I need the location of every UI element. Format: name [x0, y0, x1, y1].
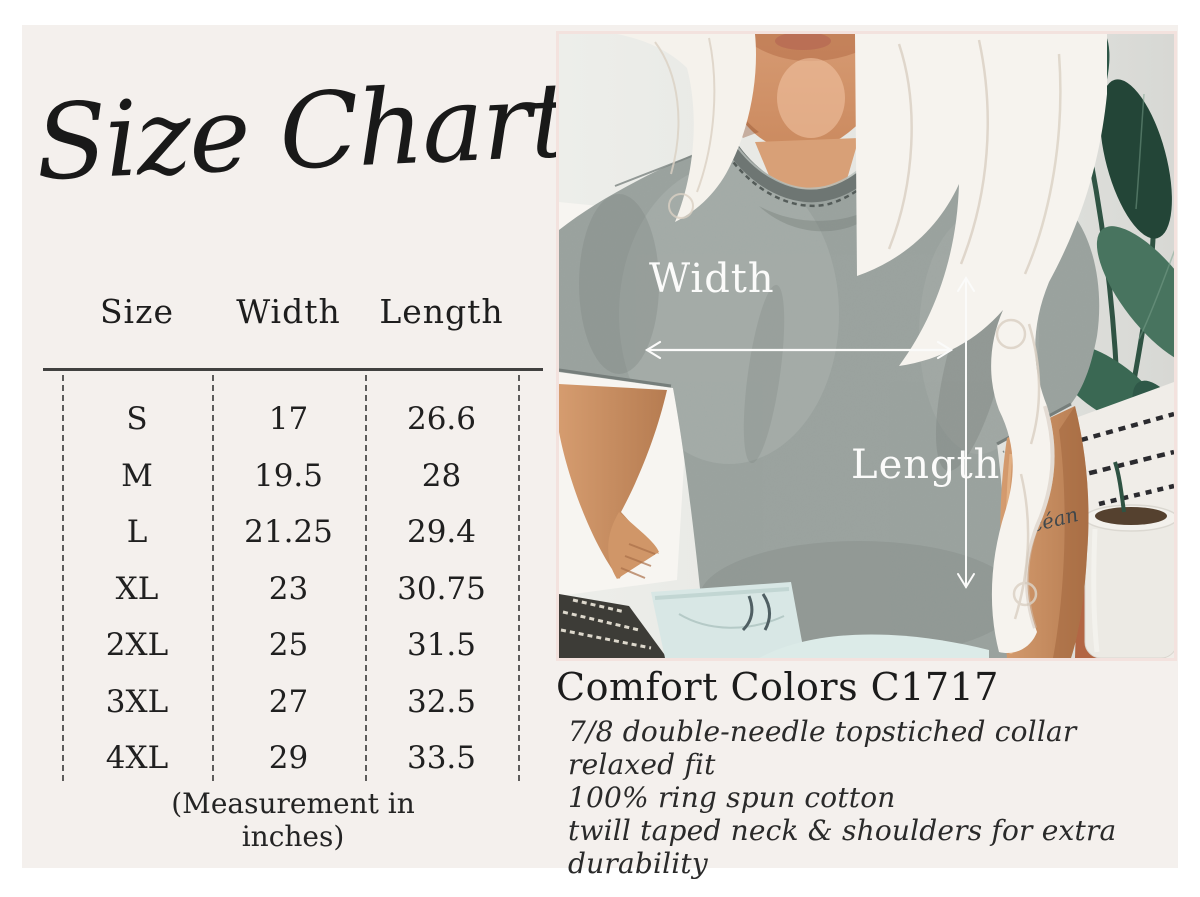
width-annotation: Width	[649, 256, 775, 302]
table-cell: L	[126, 514, 148, 550]
table-row: M 19.5 28	[43, 448, 543, 505]
table-row: 2XL 25 31.5	[43, 617, 543, 674]
table-divider	[62, 375, 64, 781]
table-cell: 2XL	[105, 627, 169, 663]
light-jeans	[651, 582, 989, 658]
table-row: 4XL 29 33.5	[43, 730, 543, 787]
length-annotation: Length	[851, 442, 1000, 488]
table-divider	[365, 375, 367, 781]
column-header-size: Size	[99, 292, 175, 331]
model-photo: Océan	[556, 31, 1177, 661]
table-cell: 17	[268, 401, 309, 437]
table-cell: 26.6	[406, 401, 477, 437]
feature-item: twill taped neck & shoulders for extra d…	[568, 814, 1117, 880]
feature-item: 7/8 double-needle topstiched collar	[568, 715, 1077, 748]
table-cell: 23	[268, 570, 309, 607]
model-hair	[617, 34, 1107, 654]
page-title: Size Chart	[33, 58, 572, 204]
table-header-rule	[43, 368, 543, 371]
table-cell: 27	[268, 683, 309, 720]
table-cell: XL	[115, 570, 159, 607]
photo-illustration: Océan	[559, 34, 1174, 658]
table-row: XL 23 30.75	[43, 561, 543, 618]
card-background: Size Chart Size Width Length S 17 26.6 M 19.…	[22, 25, 1178, 880]
feature-item: 100% ring spun cotton	[568, 781, 896, 814]
size-table-body: S 17 26.6 M 19.5 28 L 21.25 29.4 XL 23 30.75 2XL 25 31…	[43, 391, 543, 787]
table-cell: S	[126, 401, 148, 437]
table-cell: 29.4	[406, 514, 477, 550]
model-right-arm	[559, 384, 667, 579]
table-header: Size Width Length	[43, 283, 543, 341]
product-name: Comfort Colors C1717	[556, 665, 999, 709]
table-cell: 31.5	[406, 627, 477, 663]
product-info: Comfort Colors C1717 7/8 double-needle t…	[556, 665, 1166, 880]
table-cell: 28	[421, 457, 462, 494]
feature-list: 7/8 double-needle topstiched collar relax…	[556, 715, 1166, 880]
table-cell: 29	[268, 740, 309, 776]
table-cell: 19.5	[253, 457, 324, 494]
table-row: S 17 26.6	[43, 391, 543, 448]
column-header-width: Width	[236, 292, 341, 331]
width-arrow	[644, 340, 954, 360]
column-header-length: Length	[379, 292, 504, 331]
table-divider	[518, 375, 520, 781]
table-cell: 3XL	[105, 683, 169, 720]
table-cell: 32.5	[406, 683, 477, 720]
table-cell: 4XL	[105, 740, 169, 776]
measurement-note: (Measurement in inches)	[171, 787, 415, 853]
table-cell: 21.25	[244, 514, 333, 550]
dark-woven-fabric	[559, 594, 667, 658]
table-cell: 30.75	[397, 570, 486, 607]
table-row: 3XL 27 32.5	[43, 674, 543, 731]
table-cell: 33.5	[406, 740, 477, 776]
table-row: L 21.25 29.4	[43, 504, 543, 561]
table-cell: M	[121, 457, 153, 494]
length-arrow	[957, 276, 975, 589]
table-divider	[212, 375, 214, 781]
feature-item: relaxed fit	[568, 748, 716, 781]
table-cell: 25	[268, 627, 309, 663]
size-table: Size Width Length S 17 26.6 M 19.5 28 L 21.25 29…	[43, 283, 543, 788]
measurement-annotations: Width Length	[644, 256, 1000, 589]
